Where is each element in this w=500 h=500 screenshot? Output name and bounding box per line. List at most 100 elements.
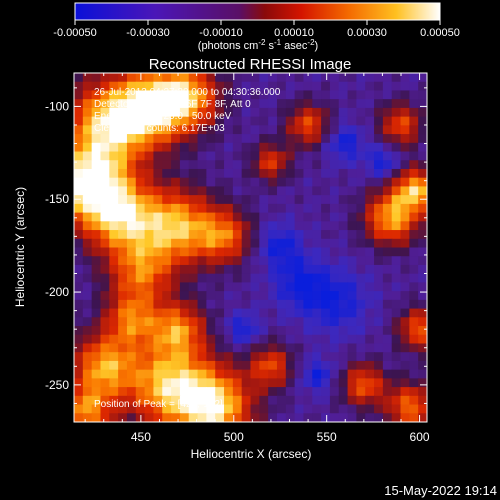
heatmap-cell <box>338 125 349 135</box>
heatmap-cell <box>224 387 234 397</box>
heatmap-cell <box>365 256 375 266</box>
heatmap-cell <box>91 282 102 292</box>
heatmap-cell <box>365 334 375 345</box>
heatmap-cell <box>285 360 296 371</box>
heatmap-cell <box>365 81 375 92</box>
heatmap-cell <box>188 142 199 153</box>
heatmap-cell <box>135 299 146 310</box>
heatmap-cell <box>232 177 243 188</box>
heatmap-cell <box>126 168 137 179</box>
heatmap-cell <box>126 404 137 414</box>
heatmap-cell <box>329 107 340 118</box>
heatmap-cell <box>285 299 296 310</box>
heatmap-cell <box>206 142 216 153</box>
heatmap-cell <box>268 326 278 336</box>
heatmap-cell <box>347 291 357 301</box>
heatmap-cell <box>118 160 128 170</box>
heatmap-cell <box>215 186 225 196</box>
heatmap-cell <box>162 264 172 275</box>
heatmap-cell <box>100 177 110 188</box>
heatmap-cell <box>109 326 119 336</box>
heatmap-cell <box>232 291 243 301</box>
heatmap-cell <box>382 282 393 292</box>
heatmap-cell <box>294 282 305 292</box>
heatmap-cell <box>382 168 393 179</box>
heatmap-cell <box>126 107 137 118</box>
heatmap-cell <box>232 186 243 196</box>
heatmap-cell <box>418 352 427 362</box>
heatmap-cell <box>285 326 296 336</box>
heatmap-cell <box>179 142 190 153</box>
heatmap-cell <box>259 395 269 406</box>
heatmap-cell <box>241 317 252 327</box>
heatmap-cell <box>374 352 384 362</box>
heatmap-cell <box>294 230 305 240</box>
heatmap-cell <box>232 387 243 397</box>
heatmap-cell <box>329 317 340 327</box>
heatmap-cell <box>418 203 427 214</box>
heatmap-cell <box>74 99 84 109</box>
footer-timestamp: 15-May-2022 19:14 <box>384 483 497 498</box>
heatmap-cell <box>268 378 278 388</box>
heatmap-cell <box>321 378 331 388</box>
heatmap-cell <box>126 264 137 275</box>
heatmap-cell <box>109 81 119 92</box>
heatmap-cell <box>418 387 427 397</box>
heatmap-cell <box>100 142 110 153</box>
heatmap-cell <box>409 387 419 397</box>
heatmap-cell <box>259 142 269 153</box>
heatmap-cell <box>338 282 349 292</box>
heatmap-cell <box>224 308 234 318</box>
heatmap-cell <box>241 151 252 161</box>
heatmap-cell <box>312 168 322 179</box>
heatmap-cell <box>162 273 172 283</box>
heatmap-cell <box>259 334 269 345</box>
heatmap-cell <box>268 308 278 318</box>
heatmap-cell <box>171 299 181 310</box>
heatmap-cell <box>206 326 216 336</box>
heatmap-cell <box>418 404 427 414</box>
heatmap-cell <box>312 378 322 388</box>
heatmap-cell <box>276 291 287 301</box>
heatmap-cell <box>197 395 207 406</box>
heatmap-cell <box>82 273 93 283</box>
heatmap-cell <box>232 360 243 371</box>
heatmap-cell <box>338 326 349 336</box>
heatmap-cell <box>91 273 102 283</box>
heatmap-cell <box>338 230 349 240</box>
heatmap-cell <box>365 230 375 240</box>
heatmap-cell <box>294 343 305 353</box>
heatmap-cell <box>400 413 410 422</box>
heatmap-cell <box>232 299 243 310</box>
heatmap-cell <box>232 343 243 353</box>
heatmap-cell <box>250 168 260 179</box>
heatmap-cell <box>118 326 128 336</box>
heatmap-cell <box>329 203 340 214</box>
heatmap-cell <box>276 264 287 275</box>
heatmap-cell <box>224 186 234 196</box>
heatmap-cell <box>126 395 137 406</box>
heatmap-cell <box>374 273 384 283</box>
heatmap-cell <box>179 387 190 397</box>
heatmap-cell <box>250 195 260 205</box>
heatmap-cell <box>224 125 234 135</box>
heatmap-cell <box>74 203 84 214</box>
heatmap-cell <box>144 282 155 292</box>
heatmap-cell <box>391 151 402 161</box>
heatmap-cell <box>91 177 102 188</box>
heatmap-cell <box>382 203 393 214</box>
heatmap-cell <box>276 352 287 362</box>
heatmap-cell <box>259 299 269 310</box>
heatmap-cell <box>276 221 287 231</box>
heatmap-cell <box>144 291 155 301</box>
heatmap-cell <box>382 212 393 222</box>
heatmap-cell <box>391 404 402 414</box>
heatmap-cell <box>250 299 260 310</box>
heatmap-cell <box>356 352 366 362</box>
heatmap-cell <box>179 256 190 266</box>
heatmap-cell <box>91 81 102 92</box>
heatmap-cell <box>206 125 216 135</box>
heatmap-cell <box>418 343 427 353</box>
heatmap-cell <box>171 107 181 118</box>
